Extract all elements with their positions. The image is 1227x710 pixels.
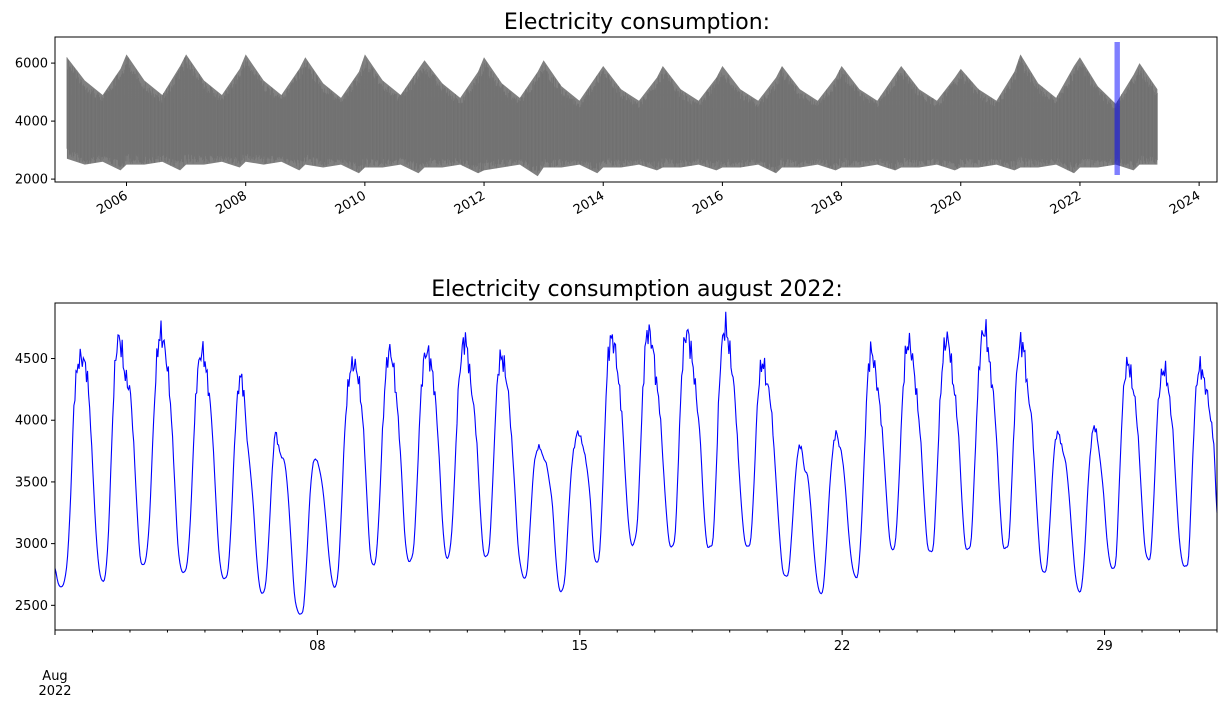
august-chart: Electricity consumption august 2022: 250… (15, 277, 1218, 699)
overview-chart: Electricity consumption: 2000 4000 6000 20… (15, 10, 1218, 218)
plot-area (66, 42, 1158, 177)
y-tick-label: 4500 (15, 352, 48, 367)
y-tick-label: 3000 (15, 537, 48, 552)
consumption-series-line (54, 311, 1218, 615)
august-2022-highlight (1114, 42, 1120, 175)
x-tick-label: Aug 2022 (38, 669, 71, 699)
y-tick-label: 4000 (15, 115, 48, 130)
x-tick-label: 2018 (809, 188, 845, 218)
x-tick-label: 2006 (94, 188, 130, 218)
x-tick-label: 2014 (571, 188, 607, 218)
x-tick-label: 08 (309, 639, 326, 654)
axes-frame (54, 36, 1218, 183)
chart-title: Electricity consumption: (504, 10, 770, 35)
y-axis: 2000 4000 6000 (15, 57, 55, 188)
y-tick-label: 2000 (15, 173, 48, 188)
x-tick-label: 22 (834, 639, 851, 654)
consumption-lines (66, 55, 1158, 173)
x-tick-label: 15 (572, 639, 589, 654)
y-tick-label: 2500 (15, 599, 48, 614)
y-tick-label: 3500 (15, 475, 48, 490)
x-axis: 2006 2008 2010 2012 2014 2016 2018 2020 2022 2024 (94, 182, 1203, 218)
x-tick-label: 29 (1096, 639, 1113, 654)
axes-frame (54, 302, 1218, 631)
x-tick-label: 2008 (214, 188, 250, 218)
x-tick-label: 2022 (1048, 188, 1084, 218)
y-axis: 2500 3000 3500 4000 4500 (15, 352, 55, 614)
y-tick-label: 6000 (15, 57, 48, 72)
x-tick-label: 2024 (1167, 188, 1203, 218)
x-tick-label: 2020 (929, 188, 965, 218)
x-axis: Aug 2022 08 15 22 29 (38, 630, 1218, 699)
chart-title: Electricity consumption august 2022: (431, 277, 843, 302)
x-tick-label: 2012 (452, 188, 488, 218)
x-tick-label: 2010 (333, 188, 369, 218)
plot-area (54, 311, 1218, 615)
y-tick-label: 4000 (15, 414, 48, 429)
x-tick-label: 2016 (690, 188, 726, 218)
